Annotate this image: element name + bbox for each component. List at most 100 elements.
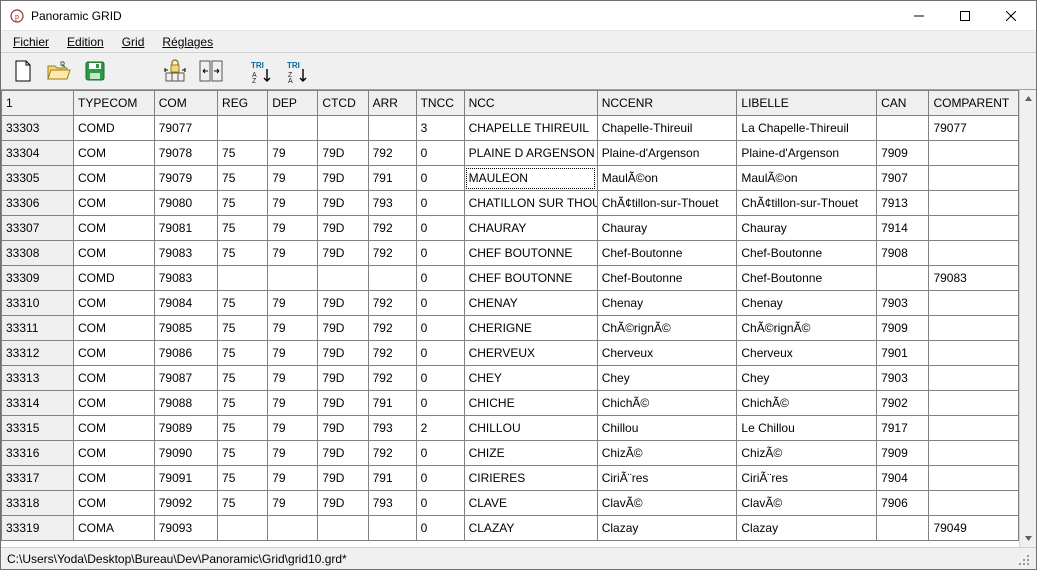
table-cell[interactable]: 79085 xyxy=(154,316,217,341)
table-cell[interactable]: 33318 xyxy=(2,491,74,516)
table-cell[interactable]: COM xyxy=(74,166,155,191)
table-cell[interactable]: 33310 xyxy=(2,291,74,316)
table-cell[interactable]: CHEF BOUTONNE xyxy=(464,266,597,291)
table-cell[interactable]: 79 xyxy=(268,416,318,441)
table-cell[interactable]: 33312 xyxy=(2,341,74,366)
table-cell[interactable]: 792 xyxy=(368,441,416,466)
table-cell[interactable]: 7913 xyxy=(877,191,929,216)
table-cell[interactable]: COMA xyxy=(74,516,155,541)
table-cell[interactable]: 792 xyxy=(368,366,416,391)
table-cell[interactable]: COM xyxy=(74,141,155,166)
table-cell[interactable]: 7909 xyxy=(877,316,929,341)
table-cell[interactable]: Chenay xyxy=(597,291,737,316)
table-row[interactable]: 33308COM79083757979D7920CHEF BOUTONNEChe… xyxy=(2,241,1019,266)
table-cell[interactable]: 79093 xyxy=(154,516,217,541)
table-cell[interactable] xyxy=(929,416,1019,441)
menu-reglages[interactable]: Réglages xyxy=(154,33,221,51)
table-cell[interactable]: Chef-Boutonne xyxy=(597,241,737,266)
table-cell[interactable]: 79 xyxy=(268,441,318,466)
table-cell[interactable]: 33319 xyxy=(2,516,74,541)
table-cell[interactable]: 0 xyxy=(416,441,464,466)
table-cell[interactable]: COM xyxy=(74,466,155,491)
table-cell[interactable] xyxy=(318,116,368,141)
table-cell[interactable]: Chef-Boutonne xyxy=(597,266,737,291)
table-cell[interactable]: 7907 xyxy=(877,166,929,191)
table-cell[interactable] xyxy=(929,441,1019,466)
table-cell[interactable]: 33308 xyxy=(2,241,74,266)
table-cell[interactable]: 0 xyxy=(416,241,464,266)
table-cell[interactable]: CLAZAY xyxy=(464,516,597,541)
column-header[interactable]: TNCC xyxy=(416,91,464,116)
table-row[interactable]: 33315COM79089757979D7932CHILLOUChillouLe… xyxy=(2,416,1019,441)
table-cell[interactable]: CHERVEUX xyxy=(464,341,597,366)
table-cell[interactable]: CHIZE xyxy=(464,441,597,466)
column-header[interactable]: CTCD xyxy=(318,91,368,116)
table-cell[interactable]: 33313 xyxy=(2,366,74,391)
table-cell[interactable]: COM xyxy=(74,241,155,266)
table-cell[interactable]: 75 xyxy=(218,241,268,266)
table-cell[interactable]: 33316 xyxy=(2,441,74,466)
maximize-button[interactable] xyxy=(942,1,988,31)
table-cell[interactable]: 79D xyxy=(318,141,368,166)
scroll-down-icon[interactable] xyxy=(1020,530,1036,547)
table-cell[interactable]: 33309 xyxy=(2,266,74,291)
table-cell[interactable]: 33304 xyxy=(2,141,74,166)
table-cell[interactable] xyxy=(929,491,1019,516)
table-cell[interactable]: 791 xyxy=(368,391,416,416)
table-cell[interactable]: 0 xyxy=(416,266,464,291)
data-grid[interactable]: 1TYPECOMCOMREGDEPCTCDARRTNCCNCCNCCENRLIB… xyxy=(1,90,1019,541)
table-cell[interactable]: 79D xyxy=(318,241,368,266)
table-cell[interactable]: 33306 xyxy=(2,191,74,216)
table-cell[interactable]: 792 xyxy=(368,316,416,341)
table-cell[interactable]: 0 xyxy=(416,516,464,541)
table-cell[interactable]: 79D xyxy=(318,291,368,316)
table-cell[interactable]: 79086 xyxy=(154,341,217,366)
table-cell[interactable]: 75 xyxy=(218,491,268,516)
table-cell[interactable]: 79 xyxy=(268,241,318,266)
table-cell[interactable]: 79D xyxy=(318,466,368,491)
table-cell[interactable]: 79 xyxy=(268,166,318,191)
table-cell[interactable]: 79 xyxy=(268,366,318,391)
table-cell[interactable]: 75 xyxy=(218,141,268,166)
table-cell[interactable]: CHAPELLE THIREUIL xyxy=(464,116,597,141)
column-header[interactable]: NCC xyxy=(464,91,597,116)
table-cell[interactable] xyxy=(929,141,1019,166)
table-cell[interactable]: 3 xyxy=(416,116,464,141)
table-cell[interactable]: 7908 xyxy=(877,241,929,266)
table-cell[interactable]: Le Chillou xyxy=(737,416,877,441)
table-cell[interactable]: CHICHE xyxy=(464,391,597,416)
table-cell[interactable]: 0 xyxy=(416,191,464,216)
table-cell[interactable]: 33314 xyxy=(2,391,74,416)
table-cell[interactable]: COM xyxy=(74,191,155,216)
table-cell[interactable]: 7909 xyxy=(877,441,929,466)
table-cell[interactable]: 75 xyxy=(218,166,268,191)
table-cell[interactable]: 79090 xyxy=(154,441,217,466)
table-cell[interactable]: COM xyxy=(74,391,155,416)
table-cell[interactable] xyxy=(929,216,1019,241)
save-file-button[interactable] xyxy=(79,57,111,85)
table-cell[interactable]: 793 xyxy=(368,416,416,441)
table-row[interactable]: 33317COM79091757979D7910CIRIERESCiriÃ¨re… xyxy=(2,466,1019,491)
table-cell[interactable]: 0 xyxy=(416,341,464,366)
table-cell[interactable]: 7909 xyxy=(877,141,929,166)
table-cell[interactable]: 7901 xyxy=(877,341,929,366)
table-cell[interactable] xyxy=(268,266,318,291)
table-cell[interactable]: 79 xyxy=(268,141,318,166)
column-header[interactable]: LIBELLE xyxy=(737,91,877,116)
table-row[interactable]: 33314COM79088757979D7910CHICHEChichÃ©Chi… xyxy=(2,391,1019,416)
table-cell[interactable]: 791 xyxy=(368,466,416,491)
sort-desc-button[interactable]: TRI Z A xyxy=(283,57,315,85)
table-cell[interactable]: 75 xyxy=(218,191,268,216)
table-cell[interactable]: ChichÃ© xyxy=(737,391,877,416)
table-cell[interactable]: 792 xyxy=(368,216,416,241)
table-cell[interactable]: Chapelle-Thireuil xyxy=(597,116,737,141)
table-cell[interactable]: MAULEON xyxy=(464,166,597,191)
table-cell[interactable]: 79083 xyxy=(154,241,217,266)
open-file-button[interactable] xyxy=(43,57,75,85)
table-cell[interactable]: 79077 xyxy=(929,116,1019,141)
table-cell[interactable] xyxy=(218,266,268,291)
table-cell[interactable]: 75 xyxy=(218,291,268,316)
column-header[interactable]: NCCENR xyxy=(597,91,737,116)
table-cell[interactable]: 79084 xyxy=(154,291,217,316)
table-cell[interactable]: 7906 xyxy=(877,491,929,516)
